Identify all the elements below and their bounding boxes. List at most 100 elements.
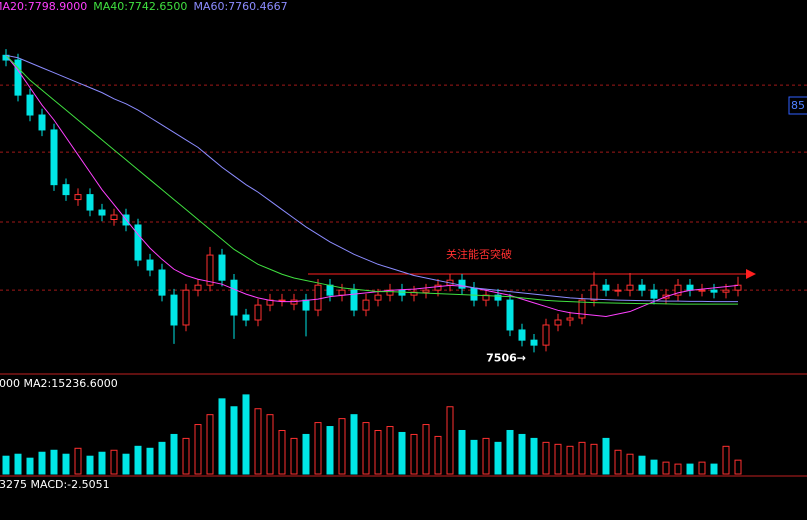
volume-bar	[50, 449, 58, 475]
candle-body	[554, 319, 562, 326]
volume-bar	[698, 461, 706, 475]
volume-bar	[98, 451, 106, 475]
volume-bar	[182, 437, 190, 475]
candle-body	[110, 214, 118, 221]
candle-body	[362, 299, 370, 311]
candle-body	[38, 114, 46, 131]
candle-body	[470, 287, 478, 301]
candle-body	[710, 289, 718, 293]
candle-body	[698, 289, 706, 292]
candle-body	[626, 284, 634, 291]
volume-bar	[554, 443, 562, 475]
legend-entry: MA60:7760.4667	[193, 0, 287, 13]
candle-body	[182, 289, 190, 326]
candle-body	[230, 279, 238, 316]
candle-body	[650, 289, 658, 299]
candle-body	[206, 254, 214, 286]
candle-body	[74, 194, 82, 201]
candle-body	[302, 299, 310, 311]
candle-body	[722, 289, 730, 293]
legend-entry: MA40:7742.6500	[93, 0, 187, 13]
candle-body	[734, 284, 742, 291]
volume-bar	[74, 447, 82, 475]
volume-bar	[62, 453, 70, 475]
macd-label: 3275 MACD:-2.5051	[0, 478, 110, 491]
volume-bar	[254, 408, 262, 475]
candle-body	[590, 284, 598, 301]
volume-bar	[242, 394, 250, 475]
candle-body	[422, 289, 430, 293]
volume-bar	[446, 406, 454, 475]
volume-bar	[674, 463, 682, 475]
candle-body	[638, 284, 646, 291]
ma-line	[5, 54, 739, 318]
volume-bar	[158, 441, 166, 475]
candle-body	[326, 284, 334, 296]
candle-body	[50, 129, 58, 186]
candle-body	[158, 269, 166, 296]
candle-body	[314, 284, 322, 311]
candle-body	[26, 94, 34, 116]
volume-bar	[206, 414, 214, 475]
volume-bar	[146, 447, 154, 475]
volume-bar	[590, 443, 598, 475]
candle-body	[134, 224, 142, 261]
volume-bar	[482, 437, 490, 475]
volume-bar	[626, 453, 634, 475]
volume-bar	[458, 429, 466, 475]
volume-bar	[614, 449, 622, 475]
volume-bar	[650, 459, 658, 475]
candle-body	[578, 299, 586, 319]
volume-bar	[470, 439, 478, 475]
candle-body	[254, 304, 262, 321]
volume-bar	[218, 398, 226, 475]
candle-body	[350, 289, 358, 311]
volume-bar	[362, 422, 370, 475]
annotation: 关注能否突破	[446, 247, 512, 261]
volume-bar	[122, 453, 130, 475]
volume-bar	[398, 431, 406, 475]
candle-body	[146, 259, 154, 271]
volume-bar	[110, 449, 118, 475]
candle-body	[170, 294, 178, 326]
candle-body	[98, 209, 106, 216]
volume-label: 000 MA2:15236.6000	[0, 377, 118, 390]
resistance-arrow	[746, 268, 756, 279]
volume-bar	[14, 453, 22, 475]
volume-bar	[410, 433, 418, 475]
legend-entry: MA20:7798.9000	[0, 0, 87, 13]
volume-bar	[38, 451, 46, 475]
volume-bar	[494, 441, 502, 475]
candle-body	[506, 299, 514, 331]
candle-body	[566, 317, 574, 321]
candle-body	[62, 184, 70, 196]
volume-bar	[686, 463, 694, 475]
candle-body	[530, 339, 538, 346]
volume-bar	[86, 455, 94, 475]
volume-bar	[602, 437, 610, 475]
candle-body	[14, 59, 22, 96]
candle-body	[194, 284, 202, 291]
volume-bar	[290, 437, 298, 475]
candle-body	[86, 194, 94, 211]
volume-bar	[350, 414, 358, 475]
volume-bar	[326, 426, 334, 475]
candle-body	[542, 324, 550, 346]
volume-bar	[734, 459, 742, 475]
volume-bar	[578, 441, 586, 475]
volume-bar	[266, 414, 274, 475]
volume-bar	[230, 406, 238, 475]
volume-bar	[2, 455, 10, 475]
volume-bar	[194, 424, 202, 475]
volume-bar	[530, 437, 538, 475]
volume-bar	[542, 441, 550, 475]
candle-body	[686, 284, 694, 291]
volume-bar	[710, 463, 718, 475]
volume-bar	[722, 445, 730, 475]
volume-bar	[314, 422, 322, 475]
volume-bar	[506, 429, 514, 475]
candle-body	[434, 284, 442, 291]
candle-body	[374, 294, 382, 301]
